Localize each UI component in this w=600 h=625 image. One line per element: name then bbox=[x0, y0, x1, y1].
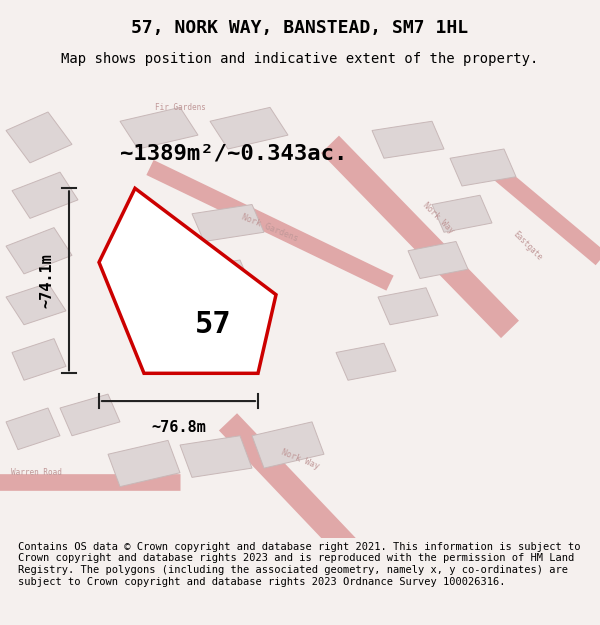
Polygon shape bbox=[6, 112, 72, 163]
Text: ~76.8m: ~76.8m bbox=[151, 419, 206, 434]
Polygon shape bbox=[99, 188, 276, 373]
Polygon shape bbox=[180, 260, 252, 297]
Polygon shape bbox=[12, 339, 66, 380]
Text: 57, NORK WAY, BANSTEAD, SM7 1HL: 57, NORK WAY, BANSTEAD, SM7 1HL bbox=[131, 19, 469, 37]
Polygon shape bbox=[6, 228, 72, 274]
Polygon shape bbox=[210, 107, 288, 149]
Text: Nork Way: Nork Way bbox=[421, 201, 455, 236]
Text: ~74.1m: ~74.1m bbox=[39, 254, 54, 308]
Text: Nork Way: Nork Way bbox=[280, 448, 320, 471]
Polygon shape bbox=[180, 436, 252, 478]
Polygon shape bbox=[108, 441, 180, 487]
Polygon shape bbox=[378, 288, 438, 325]
Polygon shape bbox=[432, 195, 492, 232]
Polygon shape bbox=[252, 422, 324, 468]
Polygon shape bbox=[6, 283, 66, 325]
Text: Fir Gardens: Fir Gardens bbox=[155, 103, 205, 112]
Polygon shape bbox=[12, 172, 78, 218]
Polygon shape bbox=[450, 149, 516, 186]
Text: Warren Road: Warren Road bbox=[11, 468, 61, 478]
Text: Map shows position and indicative extent of the property.: Map shows position and indicative extent… bbox=[61, 52, 539, 66]
Polygon shape bbox=[120, 107, 198, 149]
Text: Nork Gardens: Nork Gardens bbox=[241, 213, 299, 243]
Text: Contains OS data © Crown copyright and database right 2021. This information is : Contains OS data © Crown copyright and d… bbox=[18, 542, 581, 587]
Text: ~1389m²/~0.343ac.: ~1389m²/~0.343ac. bbox=[120, 144, 347, 164]
Polygon shape bbox=[192, 204, 264, 241]
Polygon shape bbox=[336, 343, 396, 380]
Polygon shape bbox=[60, 394, 120, 436]
Text: 57: 57 bbox=[194, 310, 232, 339]
Text: Eastgate: Eastgate bbox=[512, 230, 544, 262]
Polygon shape bbox=[6, 408, 60, 449]
Polygon shape bbox=[372, 121, 444, 158]
Polygon shape bbox=[408, 241, 468, 279]
